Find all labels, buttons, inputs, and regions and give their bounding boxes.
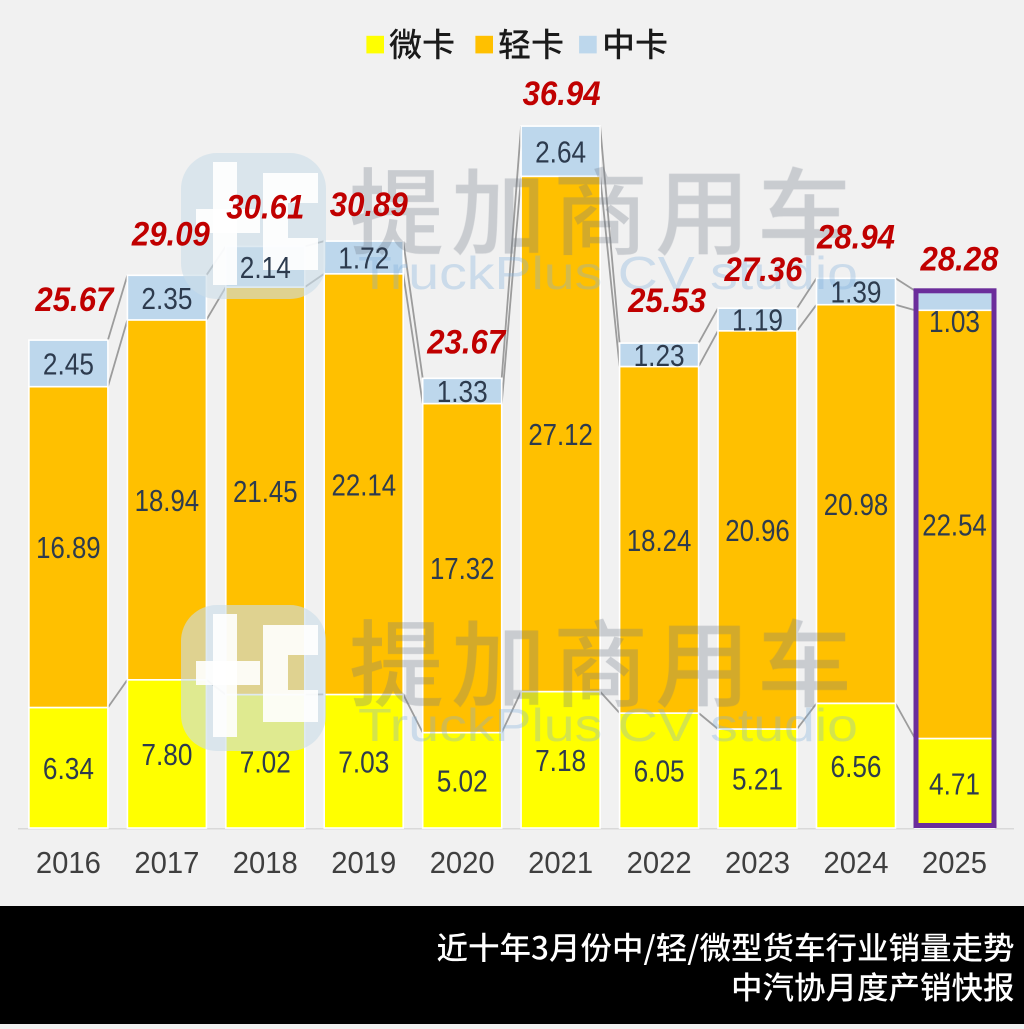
svg-text:7.80: 7.80 — [141, 737, 192, 772]
svg-text:28.28: 28.28 — [920, 241, 999, 279]
svg-text:22.14: 22.14 — [332, 467, 397, 502]
svg-text:30.89: 30.89 — [330, 186, 408, 224]
svg-text:25.67: 25.67 — [34, 281, 115, 319]
svg-text:1.33: 1.33 — [437, 374, 488, 409]
svg-text:7.18: 7.18 — [535, 743, 586, 778]
svg-text:2024: 2024 — [824, 845, 889, 880]
svg-text:29.09: 29.09 — [131, 215, 210, 253]
svg-text:28.94: 28.94 — [816, 218, 895, 256]
svg-text:2.64: 2.64 — [535, 134, 586, 169]
svg-text:20.98: 20.98 — [824, 487, 889, 522]
svg-text:1.19: 1.19 — [732, 303, 783, 338]
svg-text:6.56: 6.56 — [831, 749, 882, 784]
svg-text:21.45: 21.45 — [233, 474, 298, 509]
svg-text:16.89: 16.89 — [36, 530, 101, 565]
svg-text:2.35: 2.35 — [141, 281, 192, 316]
svg-text:2.14: 2.14 — [240, 250, 291, 285]
svg-text:1.23: 1.23 — [634, 338, 685, 373]
svg-text:5.21: 5.21 — [732, 762, 783, 797]
svg-text:6.34: 6.34 — [43, 751, 94, 786]
svg-text:7.02: 7.02 — [240, 745, 291, 780]
svg-text:20.96: 20.96 — [725, 513, 790, 548]
svg-text:2023: 2023 — [725, 845, 790, 880]
svg-text:1.39: 1.39 — [831, 275, 882, 310]
svg-text:2025: 2025 — [922, 845, 987, 880]
svg-text:18.94: 18.94 — [135, 483, 200, 518]
svg-text:27.12: 27.12 — [528, 417, 593, 452]
svg-text:30.61: 30.61 — [226, 188, 304, 226]
svg-text:2020: 2020 — [430, 845, 495, 880]
svg-text:23.67: 23.67 — [426, 323, 507, 361]
svg-text:2021: 2021 — [528, 845, 593, 880]
svg-text:2.45: 2.45 — [43, 347, 94, 382]
svg-text:2018: 2018 — [233, 845, 298, 880]
svg-text:27.36: 27.36 — [724, 251, 804, 289]
svg-text:2019: 2019 — [331, 845, 396, 880]
svg-text:2022: 2022 — [627, 845, 692, 880]
svg-text:17.32: 17.32 — [430, 551, 495, 586]
svg-text:5.02: 5.02 — [437, 764, 488, 799]
svg-text:1.72: 1.72 — [338, 241, 389, 276]
svg-text:2016: 2016 — [36, 845, 101, 880]
svg-text:7.03: 7.03 — [338, 744, 389, 779]
svg-text:1.03: 1.03 — [929, 304, 980, 339]
svg-text:36.94: 36.94 — [523, 75, 601, 113]
svg-text:25.53: 25.53 — [627, 282, 706, 320]
svg-text:TruckPlus CV studio: TruckPlus CV studio — [358, 699, 858, 751]
svg-text:4.71: 4.71 — [929, 766, 980, 801]
svg-text:22.54: 22.54 — [922, 508, 987, 543]
svg-text:18.24: 18.24 — [627, 523, 692, 558]
svg-text:2017: 2017 — [134, 845, 199, 880]
svg-text:6.05: 6.05 — [634, 754, 685, 789]
